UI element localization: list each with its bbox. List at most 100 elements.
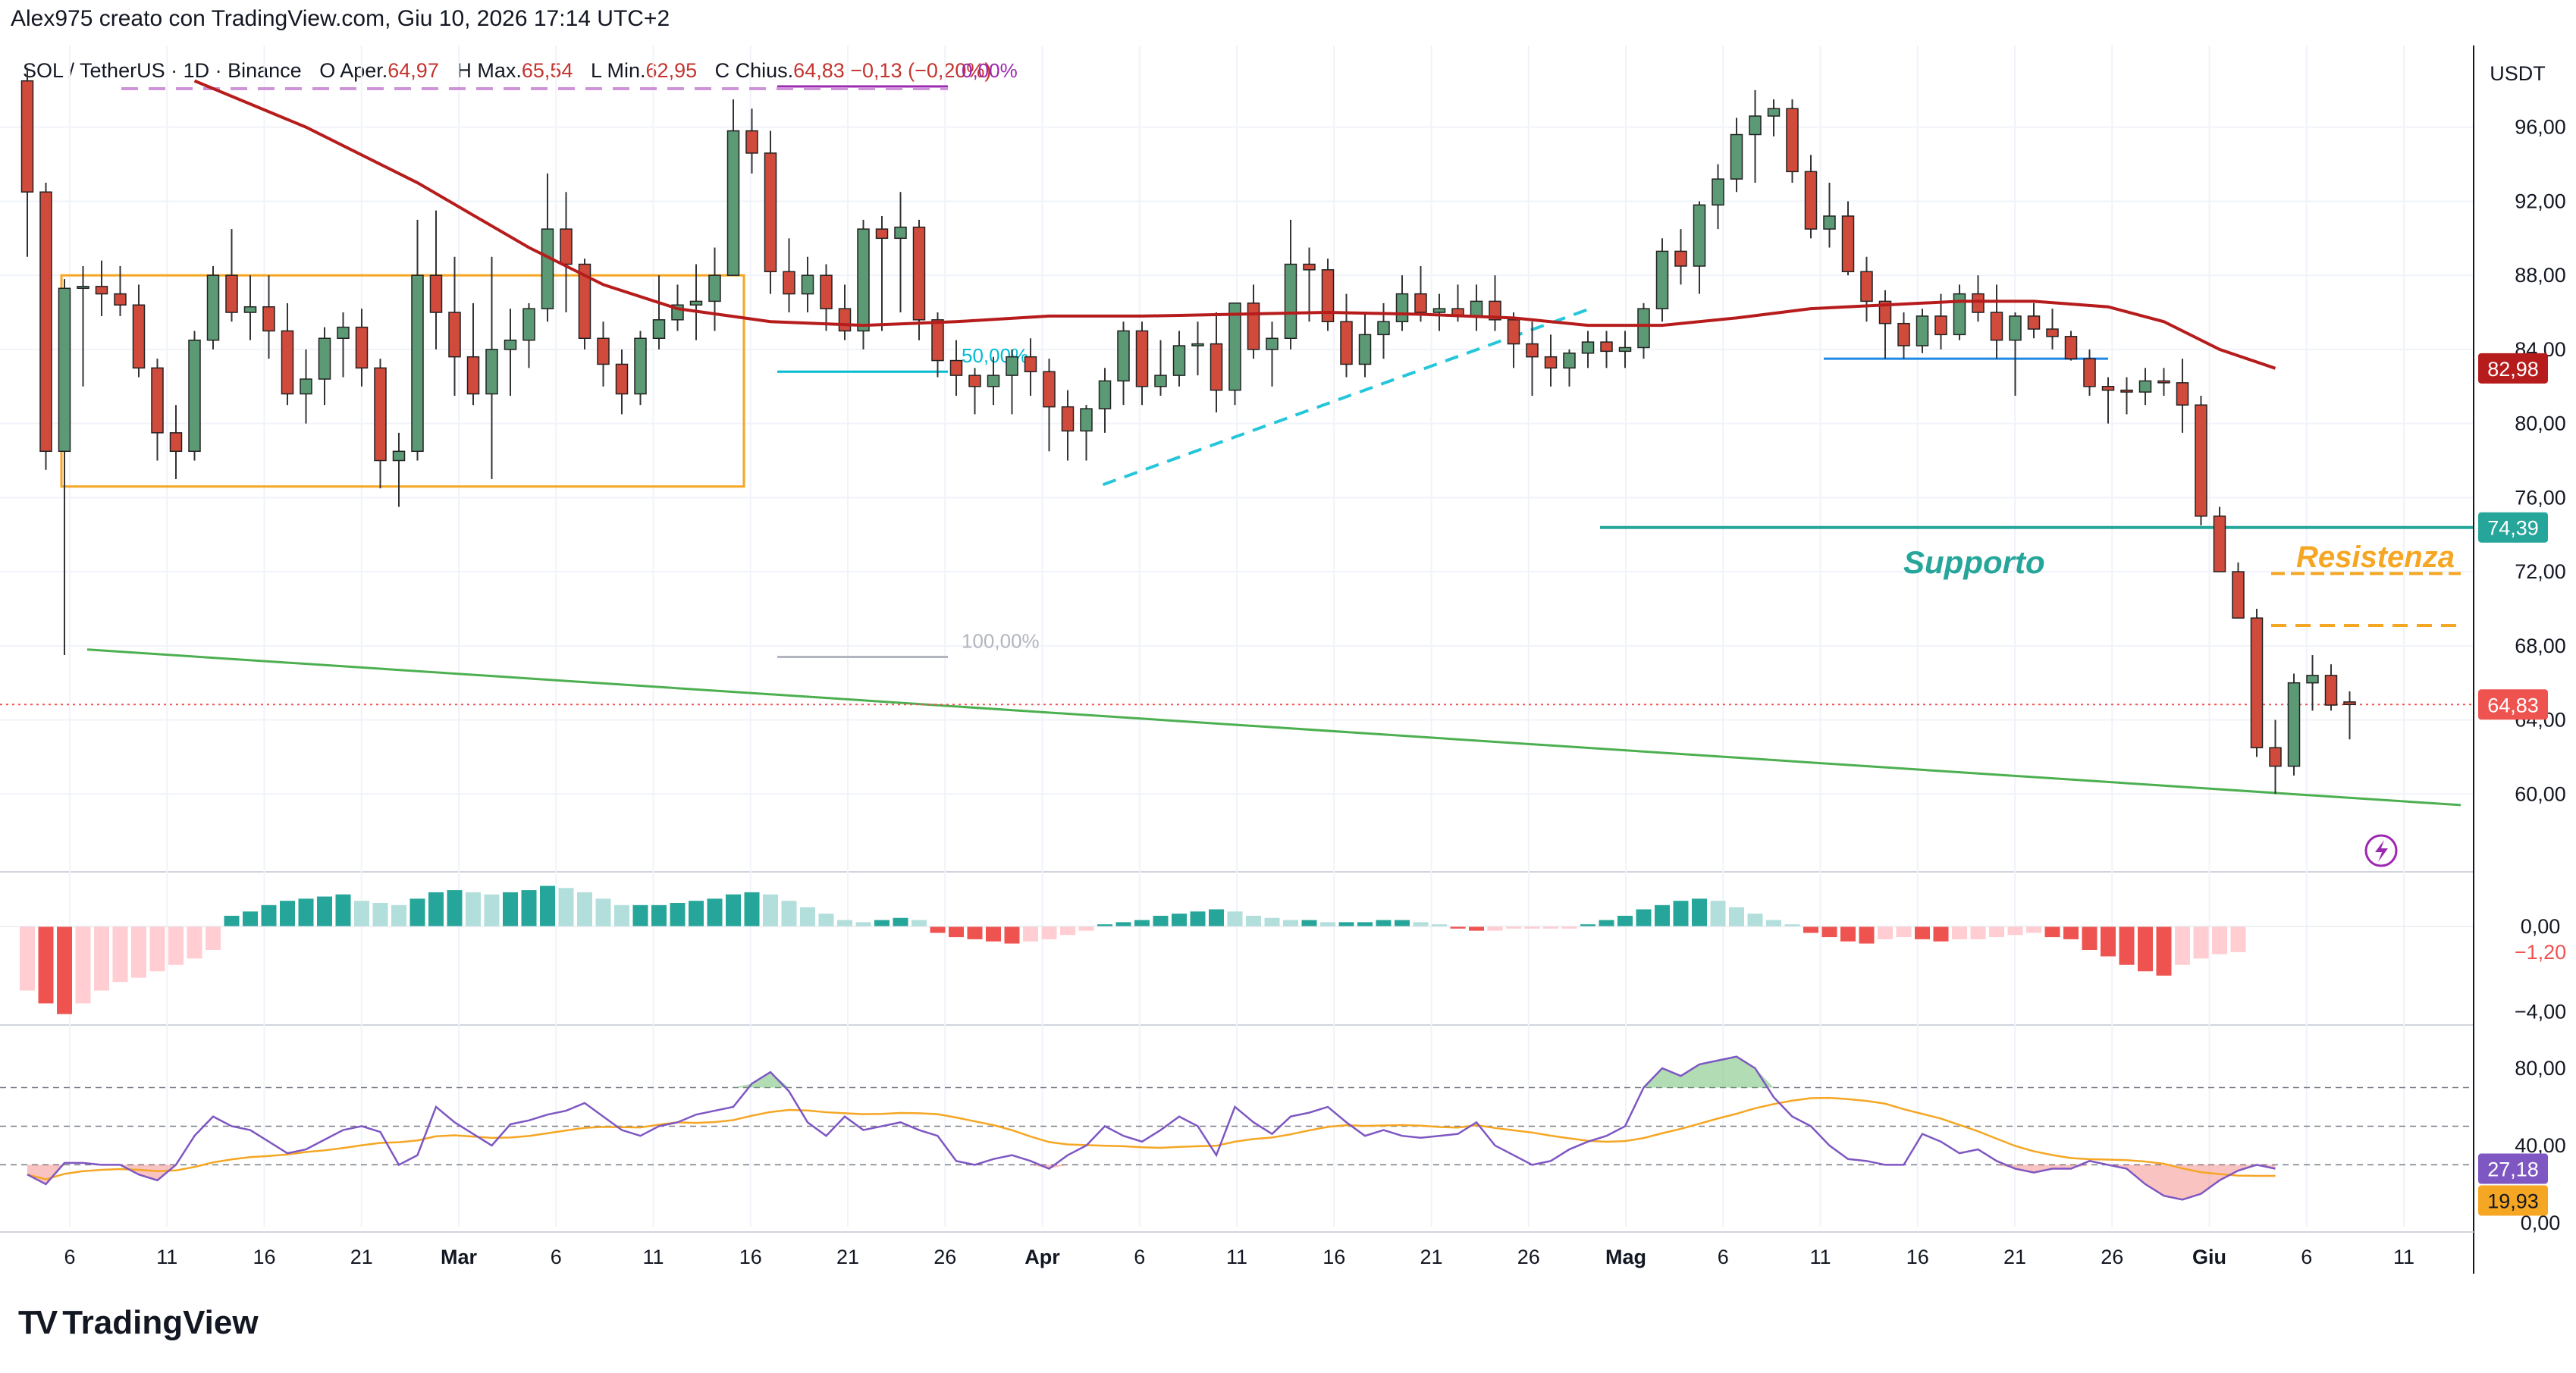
macd-bar bbox=[1655, 904, 1670, 926]
macd-bar bbox=[1561, 926, 1577, 929]
macd-bar bbox=[1004, 926, 1020, 944]
candle-body bbox=[58, 287, 71, 453]
macd-bar bbox=[149, 926, 165, 972]
candle-body bbox=[1414, 293, 1427, 313]
candle-body bbox=[1990, 312, 2003, 341]
macd-bar bbox=[726, 894, 741, 926]
macd-bar bbox=[558, 888, 574, 926]
macd-bar bbox=[1209, 909, 1224, 926]
x-tick-label: 11 bbox=[2393, 1246, 2414, 1268]
x-tick-label: 21 bbox=[350, 1246, 373, 1268]
rsi-tick-label: 80,00 bbox=[2515, 1057, 2566, 1080]
macd-bar bbox=[1840, 926, 1856, 942]
macd-bar bbox=[391, 904, 406, 926]
macd-bar bbox=[2212, 926, 2227, 955]
candle-body bbox=[132, 304, 146, 369]
rsi-value-badge bbox=[2478, 1153, 2548, 1184]
candle-body bbox=[764, 152, 777, 273]
macd-bar bbox=[1915, 926, 1930, 939]
close-text: Chius. bbox=[735, 59, 794, 82]
candle-body bbox=[634, 337, 647, 395]
macd-bar bbox=[1599, 920, 1614, 926]
candle-body bbox=[1507, 319, 1520, 345]
candle-body bbox=[2250, 617, 2264, 748]
macd-bar bbox=[689, 901, 704, 926]
candle-body bbox=[838, 308, 852, 332]
candle-body bbox=[968, 375, 981, 387]
resistance-label: Resistenza bbox=[2296, 541, 2455, 574]
macd-bar bbox=[837, 920, 852, 926]
macd-last-value: −1,20 bbox=[2515, 941, 2566, 964]
rsi-overbought-fill bbox=[1662, 1067, 1681, 1088]
candle-body bbox=[931, 319, 944, 362]
candle-body bbox=[857, 228, 870, 332]
candle-body bbox=[1544, 356, 1558, 369]
change-value: −0,13 bbox=[850, 59, 902, 82]
candle-body bbox=[1804, 171, 1818, 230]
y-tick-label: 60,00 bbox=[2515, 782, 2566, 805]
macd-bar bbox=[1264, 917, 1280, 926]
macd-bar bbox=[930, 926, 946, 933]
macd-bar bbox=[466, 892, 481, 926]
candle-body bbox=[225, 274, 238, 313]
currency-label[interactable]: USDT bbox=[2490, 62, 2546, 85]
y-tick-label: 76,00 bbox=[2515, 486, 2566, 509]
candle-body bbox=[987, 375, 1000, 387]
macd-bar bbox=[206, 926, 221, 950]
lightning-icon[interactable] bbox=[2364, 834, 2398, 867]
candle-body bbox=[2027, 315, 2041, 330]
macd-bar bbox=[1617, 915, 1633, 926]
macd-bar bbox=[986, 926, 1001, 942]
macd-bar bbox=[1227, 911, 1243, 926]
macd-bar bbox=[2119, 926, 2135, 965]
x-tick-label: 21 bbox=[2003, 1246, 2026, 1268]
x-tick-label: 26 bbox=[2101, 1246, 2123, 1268]
x-tick-label: 21 bbox=[1420, 1246, 1442, 1268]
candle-body bbox=[1061, 406, 1075, 432]
support-label: Supporto bbox=[1903, 544, 2045, 580]
macd-bar bbox=[1023, 926, 1038, 942]
macd-bar bbox=[874, 920, 890, 926]
macd-bar bbox=[1413, 922, 1429, 926]
tradingview-logo[interactable]: TV TradingView bbox=[18, 1304, 259, 1342]
candle-body bbox=[20, 80, 34, 193]
macd-bar bbox=[1821, 926, 1837, 938]
candle-body bbox=[875, 228, 889, 240]
candle-body bbox=[560, 228, 573, 265]
macd-bar bbox=[1673, 901, 1689, 926]
macd-bar bbox=[1432, 924, 1447, 926]
candle-body bbox=[1210, 343, 1223, 391]
macd-bar bbox=[2063, 926, 2079, 939]
candle-body bbox=[448, 312, 461, 358]
candle-body bbox=[2306, 675, 2319, 684]
candle-body bbox=[1712, 178, 1724, 206]
brand-name: TradingView bbox=[62, 1304, 259, 1341]
rsi-overbought-fill bbox=[1680, 1064, 1699, 1088]
rsi-line bbox=[27, 1055, 2276, 1201]
macd-bar bbox=[1989, 926, 2004, 938]
x-tick-label: 6 bbox=[64, 1246, 75, 1268]
macd-bar bbox=[855, 922, 871, 926]
macd-bar bbox=[1041, 926, 1057, 939]
macd-bar bbox=[1878, 926, 1893, 939]
rsi-oversold-fill bbox=[27, 1165, 46, 1184]
macd-bar bbox=[1246, 915, 1261, 926]
x-tick-label: 16 bbox=[1906, 1246, 1929, 1268]
macd-bar bbox=[1097, 924, 1112, 926]
x-tick-label: Giu bbox=[2192, 1246, 2226, 1268]
x-tick-label: Apr bbox=[1024, 1246, 1060, 1268]
candle-body bbox=[1228, 302, 1241, 391]
macd-bar bbox=[1766, 920, 1781, 926]
rsi-oversold-fill bbox=[2145, 1165, 2164, 1196]
x-tick-label: 16 bbox=[739, 1246, 762, 1268]
x-tick-label: 11 bbox=[642, 1246, 664, 1268]
macd-bar bbox=[112, 926, 128, 983]
candle-body bbox=[1489, 300, 1501, 321]
candle-body bbox=[1377, 321, 1390, 336]
x-tick-label: 11 bbox=[156, 1246, 177, 1268]
candle-body bbox=[801, 274, 814, 295]
candle-body bbox=[912, 226, 926, 321]
macd-bar bbox=[280, 901, 295, 926]
candle-body bbox=[522, 308, 535, 341]
